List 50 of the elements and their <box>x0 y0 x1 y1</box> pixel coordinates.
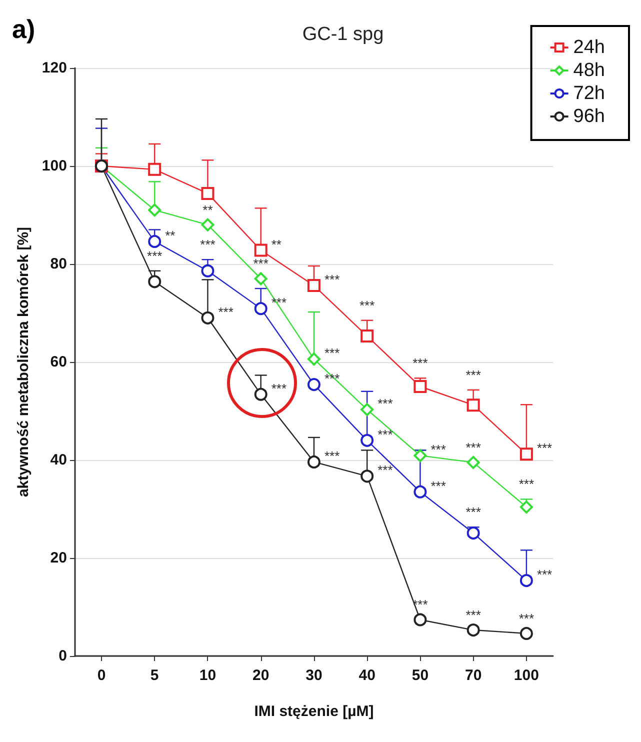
x-tick-label: 50 <box>412 667 429 684</box>
y-tick-label: 100 <box>42 158 67 174</box>
legend-label: 48h <box>573 60 605 81</box>
y-tick-label: 20 <box>50 550 67 566</box>
y-axis-title: aktywność metaboliczna komórek [%] <box>15 226 32 498</box>
data-label: *** <box>466 440 481 455</box>
data-label: *** <box>324 448 340 464</box>
data-label: *** <box>324 272 340 288</box>
data-label: *** <box>536 567 552 582</box>
x-tick-label: 30 <box>306 667 322 684</box>
data-label: ** <box>202 202 213 218</box>
data-label: ** <box>271 236 282 252</box>
data-label: *** <box>378 426 393 442</box>
data-label: *** <box>359 298 375 313</box>
x-tick-label: 5 <box>150 667 159 684</box>
data-label: *** <box>536 440 552 456</box>
legend-label: 72h <box>573 83 605 104</box>
x-tick-label: 40 <box>358 667 376 684</box>
data-label: *** <box>430 442 446 458</box>
data-label: *** <box>378 462 393 478</box>
x-tick-label: 0 <box>97 667 106 684</box>
data-label: *** <box>271 380 287 396</box>
x-tick-label: 10 <box>199 667 216 684</box>
legend-label: 96h <box>573 106 605 127</box>
x-axis-title: IMI stężenie [µM] <box>254 703 374 720</box>
y-tick-label: 80 <box>50 256 67 272</box>
data-label: ** <box>165 228 176 243</box>
data-label: *** <box>518 476 534 492</box>
data-label: *** <box>218 304 234 320</box>
y-tick-label: 40 <box>50 452 67 468</box>
data-label: *** <box>466 608 481 623</box>
data-label: *** <box>466 504 481 520</box>
y-tick-label: 120 <box>42 60 67 76</box>
data-label: *** <box>253 256 268 272</box>
y-tick-label: 60 <box>50 354 67 370</box>
data-label: *** <box>430 478 446 494</box>
text: a) <box>12 14 36 44</box>
data-label: *** <box>200 237 216 252</box>
data-label: *** <box>378 396 393 412</box>
y-tick-label: 0 <box>58 648 67 664</box>
data-label: *** <box>324 346 340 361</box>
x-tick-label: 100 <box>514 667 539 684</box>
data-label: *** <box>412 356 428 371</box>
data-label: *** <box>466 367 481 382</box>
data-label: *** <box>518 610 534 626</box>
legend-label: 24h <box>573 37 605 58</box>
data-label: *** <box>147 248 162 264</box>
chart-title: GC-1 spg <box>302 24 384 45</box>
x-tick-label: 20 <box>252 667 270 684</box>
x-tick-label: 70 <box>464 667 482 684</box>
